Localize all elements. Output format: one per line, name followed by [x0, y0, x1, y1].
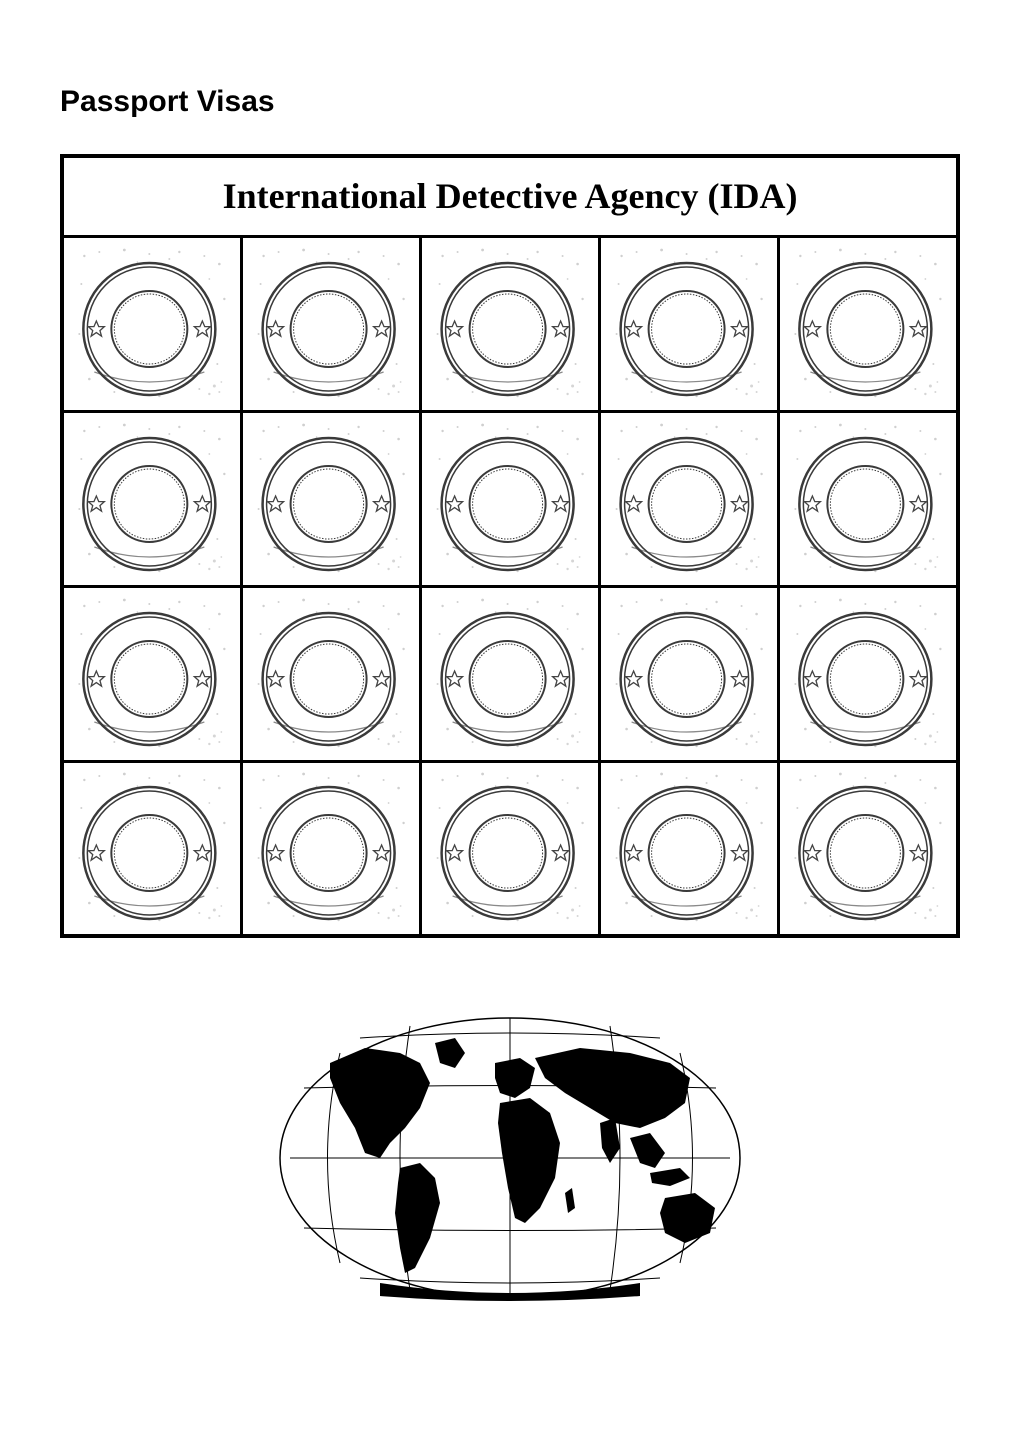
world-map-container [60, 1008, 960, 1313]
stamp-cell [779, 761, 958, 936]
stamp-cell [62, 586, 241, 761]
visa-stamp-icon [68, 768, 236, 928]
stamp-cell [62, 236, 241, 411]
stamp-cell [600, 411, 779, 586]
world-map-icon [270, 1008, 750, 1308]
visa-stamp-icon [426, 419, 594, 579]
visa-stamp-icon [426, 594, 594, 754]
visa-stamp-icon [247, 244, 415, 404]
stamp-cell [241, 586, 420, 761]
visa-stamp-icon [68, 244, 236, 404]
visa-stamp-icon [68, 419, 236, 579]
stamp-cell [779, 411, 958, 586]
visa-stamp-icon [784, 244, 952, 404]
stamp-cell [779, 236, 958, 411]
visa-stamp-icon [784, 594, 952, 754]
stamp-cell [420, 761, 599, 936]
visa-stamp-icon [247, 419, 415, 579]
stamp-cell [62, 761, 241, 936]
visa-stamp-icon [605, 244, 773, 404]
visa-stamp-icon [426, 244, 594, 404]
visa-stamp-icon [68, 594, 236, 754]
stamp-row [62, 411, 958, 586]
stamp-cell [600, 761, 779, 936]
visa-stamp-icon [784, 768, 952, 928]
stamp-row [62, 761, 958, 936]
visa-stamp-icon [605, 768, 773, 928]
stamp-cell [420, 236, 599, 411]
stamp-cell [241, 236, 420, 411]
visa-stamp-icon [426, 768, 594, 928]
stamp-cell [779, 586, 958, 761]
visa-stamp-icon [605, 594, 773, 754]
stamp-cell [241, 761, 420, 936]
stamp-row [62, 586, 958, 761]
stamp-cell [600, 586, 779, 761]
visa-stamp-icon [784, 419, 952, 579]
stamp-cell [420, 586, 599, 761]
visa-stamp-icon [247, 594, 415, 754]
stamp-row [62, 236, 958, 411]
table-header: International Detective Agency (IDA) [62, 156, 958, 236]
visa-stamp-icon [605, 419, 773, 579]
page-title: Passport Visas [60, 85, 960, 119]
visa-stamp-icon [247, 768, 415, 928]
stamp-cell [241, 411, 420, 586]
stamp-cell [600, 236, 779, 411]
stamp-cell [420, 411, 599, 586]
visa-stamp-table: International Detective Agency (IDA) [60, 154, 960, 938]
stamp-cell [62, 411, 241, 586]
